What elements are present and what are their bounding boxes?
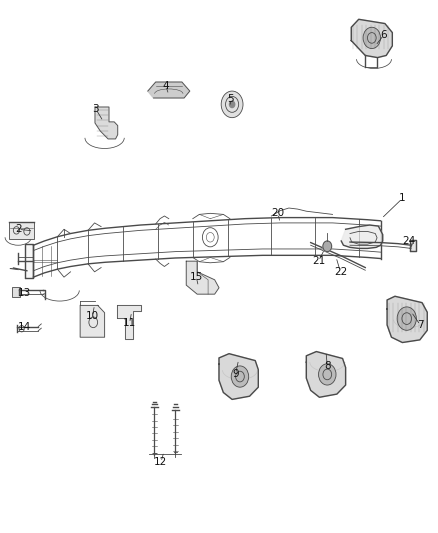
Circle shape (323, 241, 332, 252)
Polygon shape (351, 19, 392, 58)
Text: 2: 2 (15, 224, 21, 235)
Text: 9: 9 (232, 369, 239, 379)
Text: 20: 20 (272, 208, 285, 219)
Polygon shape (306, 352, 346, 397)
Bar (12, 287, 20, 297)
Text: 24: 24 (402, 236, 416, 246)
Polygon shape (219, 354, 258, 399)
Polygon shape (148, 82, 190, 98)
Text: 6: 6 (381, 30, 387, 40)
Circle shape (318, 364, 336, 385)
Polygon shape (95, 107, 118, 139)
Text: 10: 10 (86, 311, 99, 321)
Circle shape (363, 27, 381, 49)
Polygon shape (117, 305, 141, 340)
Bar (9, 222, 34, 239)
Circle shape (221, 91, 243, 118)
Text: 15: 15 (190, 272, 203, 282)
Circle shape (231, 366, 249, 387)
Text: 13: 13 (18, 288, 32, 298)
Text: 21: 21 (312, 256, 325, 266)
Text: 22: 22 (334, 267, 347, 277)
Text: 4: 4 (162, 81, 169, 91)
Text: 14: 14 (18, 322, 32, 332)
Text: 12: 12 (154, 457, 168, 467)
Circle shape (397, 307, 417, 330)
Polygon shape (186, 261, 219, 294)
Text: 5: 5 (227, 94, 234, 104)
Polygon shape (387, 296, 427, 343)
Text: 8: 8 (324, 361, 331, 371)
Text: 3: 3 (92, 104, 99, 114)
Text: 1: 1 (399, 193, 406, 204)
Polygon shape (80, 305, 105, 337)
Text: 7: 7 (417, 320, 424, 330)
Text: 11: 11 (123, 318, 136, 328)
Circle shape (230, 101, 235, 108)
Polygon shape (410, 240, 417, 251)
Polygon shape (341, 225, 383, 248)
Polygon shape (25, 244, 33, 278)
